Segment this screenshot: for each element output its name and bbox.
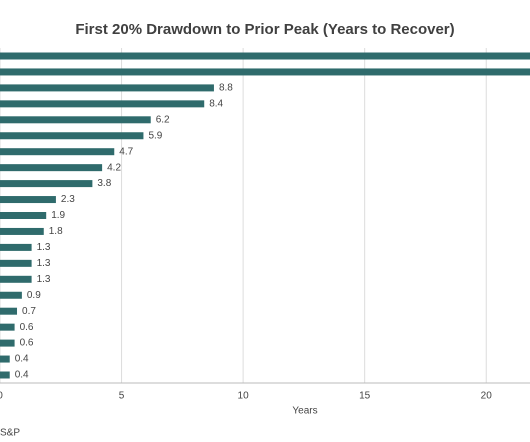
x-tick-label: 15 [359, 391, 371, 402]
source: S&P [0, 428, 20, 439]
bar [0, 212, 47, 219]
value-label: 1.3 [37, 274, 51, 285]
bar [0, 148, 115, 156]
bar [0, 84, 214, 92]
x-axis-label: Years [292, 406, 317, 417]
bar [0, 243, 32, 251]
bar [0, 52, 530, 60]
value-label: 4.2 [107, 162, 121, 173]
bar [0, 291, 22, 299]
bar [0, 68, 530, 76]
bar [0, 323, 15, 331]
value-label: 0.6 [20, 322, 34, 333]
bar [0, 371, 10, 379]
bar [0, 339, 15, 347]
bar [0, 180, 93, 188]
x-tick-label: 5 [119, 391, 125, 402]
x-tick-label: 0 [0, 391, 3, 402]
bar [0, 355, 10, 363]
bar [0, 164, 103, 172]
x-tick-label: 10 [238, 391, 250, 402]
chart-title: First 20% Drawdown to Prior Peak (Years … [75, 21, 454, 38]
value-label: 4.7 [119, 146, 133, 157]
x-tick-label: 20 [481, 391, 493, 402]
value-label: 2.3 [61, 194, 75, 205]
value-label: 0.4 [15, 354, 29, 365]
value-label: 3.8 [97, 178, 111, 189]
bar [0, 100, 205, 108]
value-label: 0.7 [22, 306, 36, 317]
value-label: 1.3 [37, 258, 51, 269]
value-label: 8.4 [209, 98, 223, 109]
value-label: 0.4 [15, 370, 29, 381]
bar [0, 259, 32, 267]
bar [0, 227, 44, 235]
value-label: 6.2 [156, 114, 170, 125]
value-label: 0.6 [20, 338, 34, 349]
value-label: 1.3 [37, 242, 51, 253]
value-label: 1.9 [51, 210, 65, 221]
bar [0, 307, 18, 315]
bar [0, 275, 32, 283]
value-label: 1.8 [49, 226, 63, 237]
value-label: 8.8 [219, 83, 233, 94]
value-label: 5.9 [148, 130, 162, 141]
bar [0, 116, 151, 124]
value-label: 0.9 [27, 290, 41, 301]
bar [0, 196, 56, 204]
bar [0, 132, 144, 140]
